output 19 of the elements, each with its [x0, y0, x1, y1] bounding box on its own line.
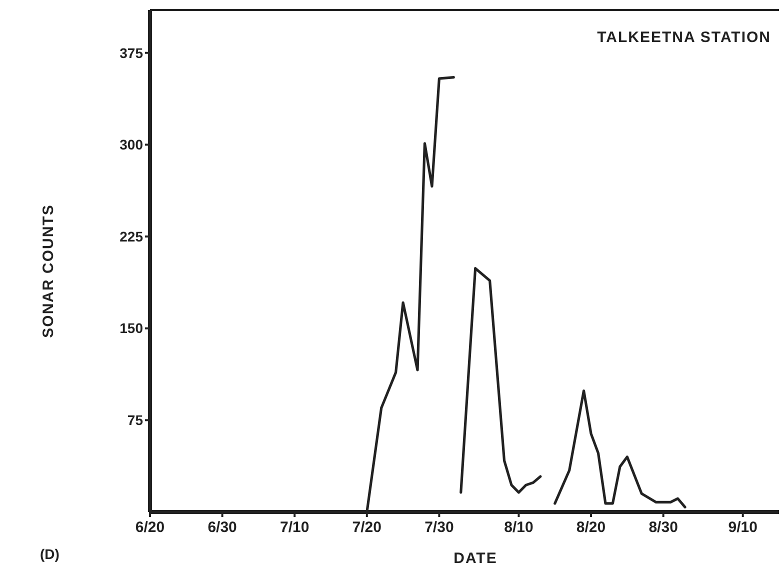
x-tick-label: 8/20	[576, 519, 606, 536]
y-tick-label: 225	[120, 228, 144, 244]
x-tick-label: 6/30	[208, 519, 237, 536]
y-axis-title: SONAR COUNTS	[40, 204, 57, 338]
x-tick-label: 8/10	[504, 519, 534, 536]
x-tick-label: 7/20	[352, 519, 382, 536]
text: (D)	[40, 546, 60, 562]
y-tick-label: 300	[120, 136, 144, 153]
y-tick-label: 150	[120, 320, 144, 336]
x-tick-label: 8/30	[648, 519, 678, 536]
x-tick-label: 7/30	[424, 519, 454, 536]
y-tick-label: 75	[127, 412, 144, 428]
y-tick-label: 375	[120, 44, 144, 61]
x-tick-label: 6/20	[135, 519, 165, 536]
x-axis-title: DATE	[454, 550, 498, 567]
text: TALKEETNA STATION	[597, 29, 771, 46]
x-tick-label: 9/10	[728, 519, 758, 536]
x-tick-label: 7/10	[280, 519, 310, 536]
line-series	[460, 267, 542, 494]
